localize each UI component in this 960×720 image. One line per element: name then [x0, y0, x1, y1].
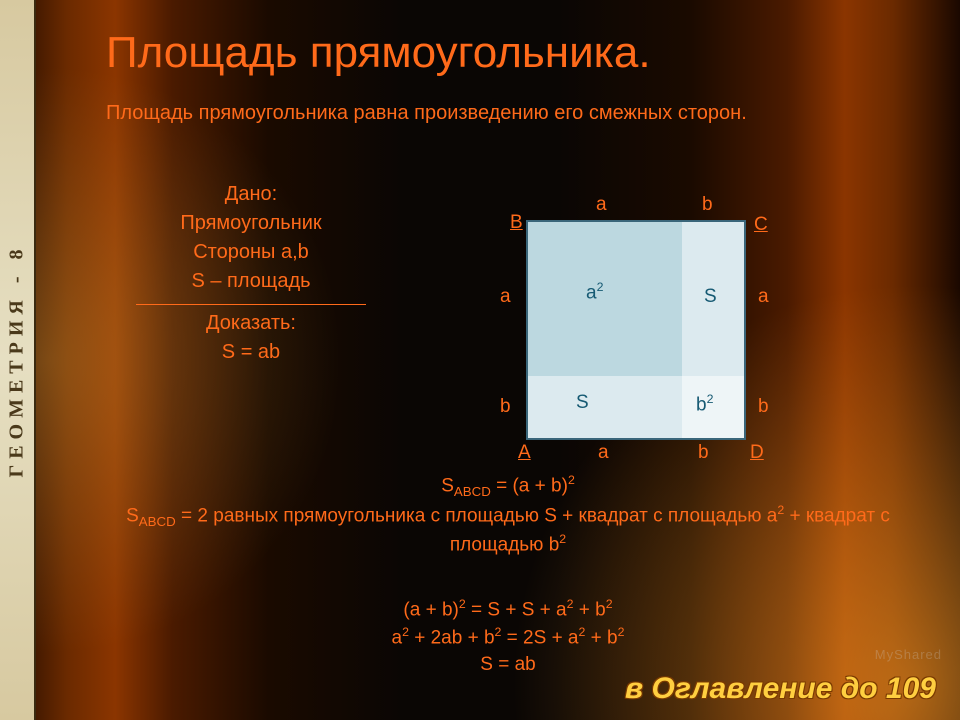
p2l2s1: 2 [402, 625, 409, 639]
label-top-a: a [596, 194, 607, 216]
region-s-bottom [528, 376, 684, 438]
label-right-b: b [758, 396, 769, 418]
label-left-a: a [500, 286, 511, 308]
vertex-b: B [510, 212, 523, 234]
given-block: Дано: Прямоугольник Стороны a,b S – площ… [136, 180, 366, 367]
label-top-b: b [702, 194, 713, 216]
p1l2-sub: ABCD [139, 514, 176, 529]
vertex-a: A [518, 442, 531, 464]
region-a-squared [528, 222, 684, 378]
proof2-line2: a2 + 2ab + b2 = 2S + a2 + b2 [96, 624, 920, 652]
region-label-b2: b2 [696, 392, 713, 416]
region-label-a2: a2 [586, 280, 603, 304]
p2l2s4: 2 [618, 625, 625, 639]
spine-title: ГЕОМЕТРИЯ - 8 [6, 243, 29, 477]
label-bot-b: b [698, 442, 709, 464]
proof1-line1: SABCD = (a + b)2 [96, 472, 920, 502]
p1l2-sup2: 2 [559, 532, 566, 546]
p2l2c: = 2S + a [501, 627, 578, 648]
label-right-a: a [758, 286, 769, 308]
given-heading: Дано: [136, 180, 366, 209]
proof1-line2: SABCD = 2 равных прямоугольника с площад… [96, 502, 920, 560]
proof-diagram: B C A D a b a b a b a b a2 S S b2 [506, 220, 766, 440]
p2l2d: + b [585, 627, 617, 648]
a2-sup: 2 [597, 280, 604, 294]
given-line-shape: Прямоугольник [136, 209, 366, 238]
p2l1c: + b [573, 599, 605, 620]
b2-sup: 2 [707, 392, 714, 406]
p1l1-s: S [441, 475, 454, 496]
given-line-sides: Стороны a,b [136, 238, 366, 267]
toc-link[interactable]: в Оглавление до 109 [625, 672, 936, 706]
b2-base: b [696, 394, 707, 415]
vertex-d: D [750, 442, 764, 464]
a2-base: a [586, 282, 597, 303]
region-label-s-bottom: S [576, 392, 589, 414]
slide-content: Площадь прямоугольника. Площадь прямоуго… [36, 0, 960, 720]
proof-block-2: (a + b)2 = S + S + a2 + b2 a2 + 2ab + b2… [96, 596, 920, 678]
book-spine: ГЕОМЕТРИЯ - 8 [0, 0, 36, 720]
p1l1-post: = (a + b) [491, 475, 568, 496]
p2l2b: + 2ab + b [409, 627, 495, 648]
p1l2-post: = 2 равных прямоугольника с площадью S +… [176, 505, 778, 526]
p2l2a: a [391, 627, 402, 648]
watermark: MyShared [875, 647, 942, 662]
label-left-b: b [500, 396, 511, 418]
proof2-line1: (a + b)2 = S + S + a2 + b2 [96, 596, 920, 624]
region-label-s-right: S [704, 286, 717, 308]
p2l1a: (a + b) [403, 599, 458, 620]
divider [136, 304, 366, 305]
theorem-statement: Площадь прямоугольника равна произведени… [106, 102, 930, 125]
p1l1-sub: ABCD [454, 484, 491, 499]
prove-heading: Доказать: [136, 309, 366, 338]
p2l1b: = S + S + a [466, 599, 567, 620]
p2l1s3: 2 [606, 597, 613, 611]
p2l1s1: 2 [459, 597, 466, 611]
vertex-c: C [754, 214, 768, 236]
label-bot-a: a [598, 442, 609, 464]
slide-title: Площадь прямоугольника. [106, 28, 651, 78]
prove-formula: S = ab [136, 338, 366, 367]
p1l1-sup: 2 [568, 473, 575, 487]
given-line-area: S – площадь [136, 267, 366, 296]
p1l2-s: S [126, 505, 139, 526]
proof-block-1: SABCD = (a + b)2 SABCD = 2 равных прямоу… [96, 472, 920, 559]
